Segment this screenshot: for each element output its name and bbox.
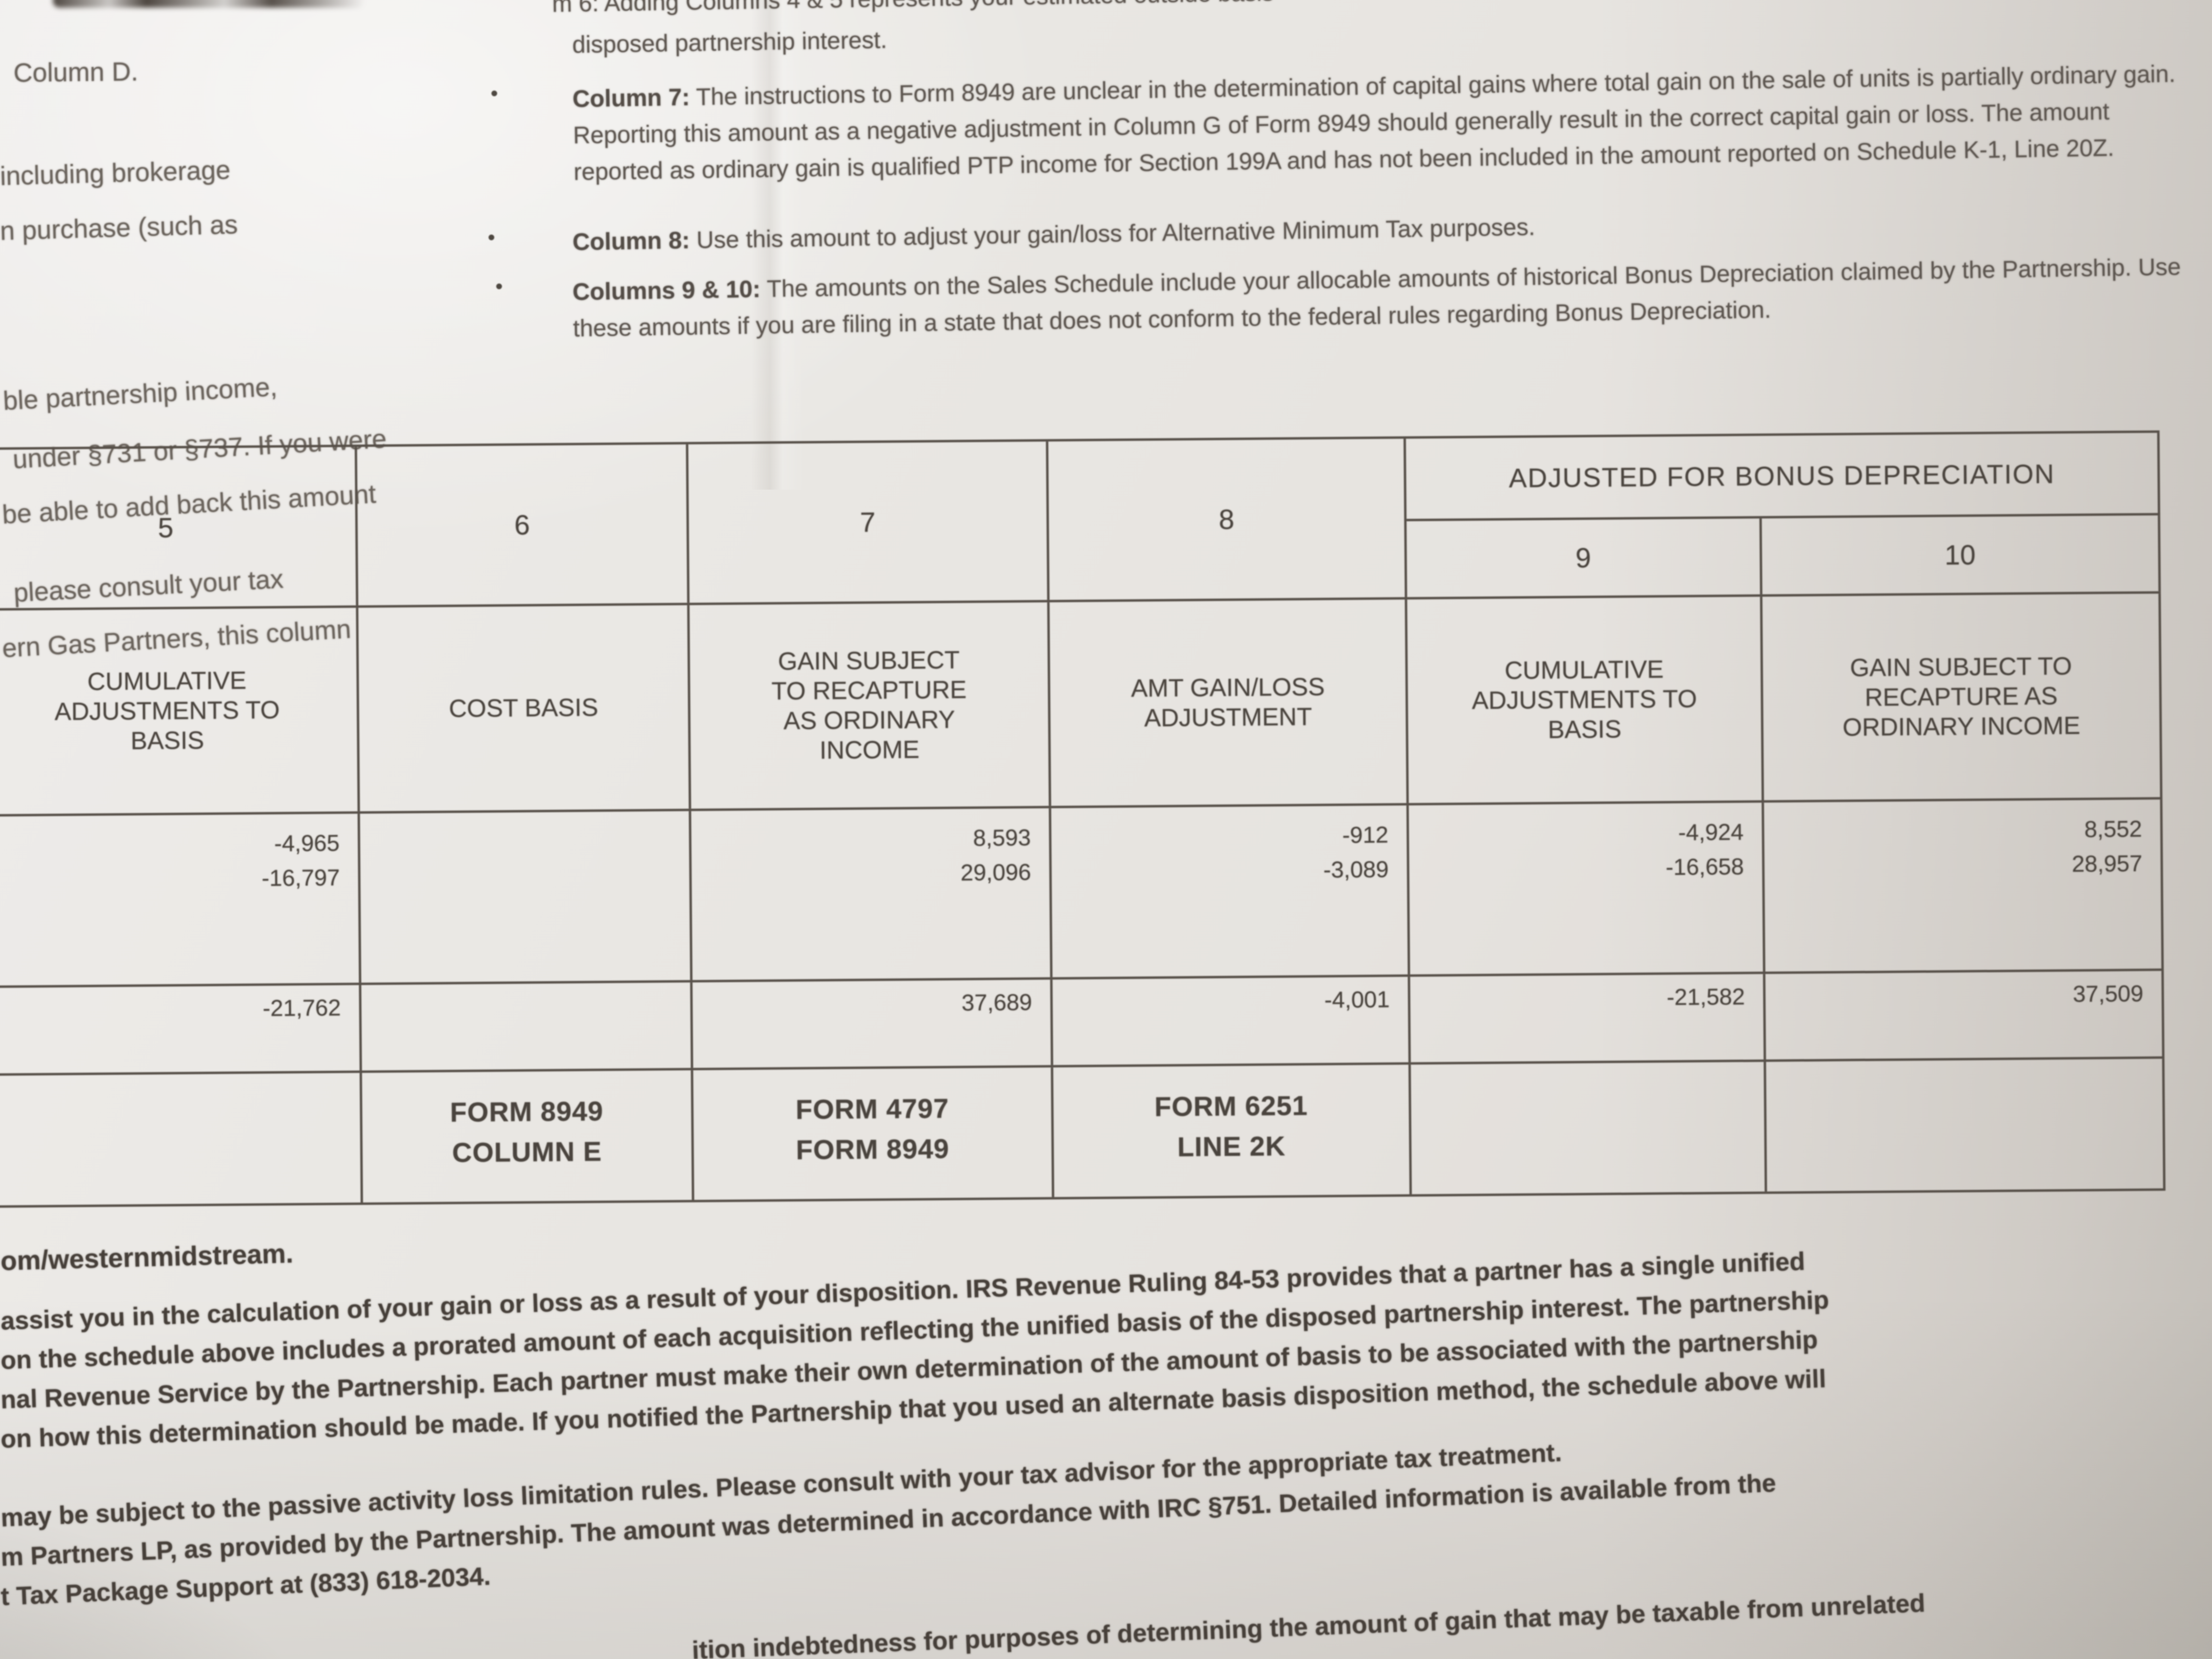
table-cell-form-6251-line-2k: FORM 6251 LINE 2K: [1053, 1064, 1412, 1197]
table-row: -4,965 -16,797 8,593 29,096 -912 -3,089 -4,…: [0, 799, 2164, 988]
note-column-7: Column 7: The instructions to Form 8949 …: [572, 55, 2191, 190]
table-cell-form-4797-8949: FORM 4797 FORM 8949: [693, 1067, 1055, 1200]
table-cell: -21,582: [1410, 974, 1766, 1062]
table-cell: -912 -3,089: [1051, 805, 1410, 977]
note-columns-9-10: Columns 9 & 10: The amounts on the Sales…: [572, 248, 2191, 347]
table-form-row: FORM 8949 COLUMN E FORM 4797 FORM 8949 FOR…: [0, 1058, 2166, 1208]
col-number-10: 10: [1762, 515, 2161, 595]
left-fragment-line: ble partnership income,: [2, 372, 278, 416]
left-fragment-line: n purchase (such as: [0, 209, 239, 246]
note-label: Column 7:: [572, 84, 690, 112]
note-text: The instructions to Form 8949 are unclea…: [573, 60, 2176, 185]
col-number-6: 6: [357, 444, 690, 606]
sales-schedule-table: 5 6 7 8 ADJUSTED FOR BONUS DEPRECIATION …: [0, 430, 2166, 1208]
note-text: Use this amount to adjust your gain/loss…: [696, 213, 1536, 253]
left-fragment-line: Column D.: [13, 56, 139, 88]
table-cell: -4,924 -16,658: [1408, 803, 1766, 974]
table-cell: [361, 982, 694, 1071]
note-column-8: Column 8: Use this amount to adjust your…: [572, 198, 2190, 260]
bullet-icon: •: [488, 226, 495, 249]
col-number-9: 9: [1407, 518, 1763, 597]
website-fragment: om/westernmidstream.: [0, 1238, 294, 1276]
table-cell: 37,509: [1765, 971, 2164, 1060]
notes-cut-top-line: m 6: Adding Columns 4 & 5 represents you…: [552, 0, 1274, 22]
col-number-8: 8: [1048, 438, 1407, 600]
note-label: Column 8:: [572, 227, 690, 255]
table-cell: -4,001: [1052, 976, 1411, 1065]
left-fragment-line: including brokerage: [0, 155, 231, 191]
table-header-numbers-row: 5 6 7 8 ADJUSTED FOR BONUS DEPRECIATION …: [0, 430, 2161, 611]
table-row: -21,762 37,689 -4,001 -21,582 37,509: [0, 971, 2164, 1076]
col-title-6: COST BASIS: [358, 605, 691, 812]
table-cell: -4,965 -16,797: [0, 814, 361, 986]
table-cell: 8,552 28,957: [1764, 799, 2164, 972]
footer-cut-bottom-line: ition indebtedness for purposes of deter…: [691, 1589, 1926, 1659]
notes-intro-line: disposed partnership interest.: [572, 26, 888, 59]
note-text: The amounts on the Sales Schedule includ…: [573, 253, 2181, 342]
table-header-titles-row: CUMULATIVE ADJUSTMENTS TO BASIS COST BAS…: [0, 593, 2163, 817]
col-title-5: CUMULATIVE ADJUSTMENTS TO BASIS: [0, 608, 360, 815]
paper-fold-crease: [751, 0, 804, 490]
table-cell: [1411, 1062, 1767, 1194]
col-title-7: GAIN SUBJECT TO RECAPTURE AS ORDINARY IN…: [689, 602, 1051, 809]
bonus-depreciation-group: ADJUSTED FOR BONUS DEPRECIATION 9 10: [1406, 433, 2161, 597]
cut-text-fragment-top-left: [53, 0, 365, 8]
table-cell-form-8949-col-e: FORM 8949 COLUMN E: [362, 1070, 695, 1203]
col-title-10: GAIN SUBJECT TO RECAPTURE AS ORDINARY IN…: [1762, 593, 2163, 801]
col-number-7: 7: [688, 441, 1050, 603]
bonus-depreciation-group-title: ADJUSTED FOR BONUS DEPRECIATION: [1406, 433, 2161, 521]
bullet-icon: •: [491, 82, 498, 105]
note-label: Columns 9 & 10:: [572, 275, 761, 305]
bullet-icon: •: [495, 275, 503, 298]
table-cell: 8,593 29,096: [691, 808, 1053, 980]
table-cell: [360, 811, 693, 983]
table-cell: [0, 1073, 363, 1206]
col-number-5: 5: [0, 447, 359, 609]
col-title-9: CUMULATIVE ADJUSTMENTS TO BASIS: [1407, 597, 1764, 803]
table-cell: [1766, 1058, 2166, 1192]
col-title-8: AMT GAIN/LOSS ADJUSTMENT: [1049, 599, 1409, 806]
table-cell: -21,762: [0, 985, 362, 1074]
table-cell: 37,689: [692, 979, 1054, 1068]
